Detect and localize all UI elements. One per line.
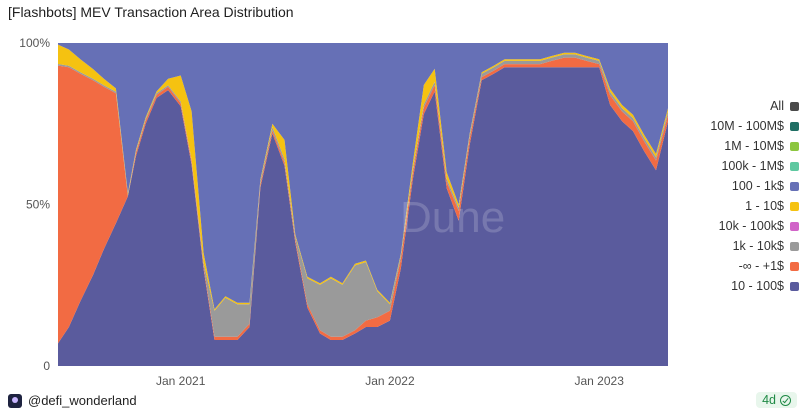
x-tick-label: Jan 2022 [365, 374, 415, 388]
chart-legend: All 10M - 100M$ 1M - 10M$ 100k - 1M$ 100 - 1… [659, 96, 799, 296]
legend-label: 10k - 100k$ [718, 219, 784, 233]
legend-label: 10 - 100$ [731, 279, 784, 293]
author-link[interactable]: @defi_wonderland [8, 393, 137, 408]
x-tick-label: Jan 2023 [575, 374, 625, 388]
legend-label: 100k - 1M$ [721, 159, 784, 173]
y-tick-label: 0 [43, 359, 50, 373]
legend-swatch [790, 201, 799, 211]
legend-label: -∞ - +1$ [738, 259, 784, 273]
legend-swatch [790, 261, 799, 271]
legend-item[interactable]: 1M - 10M$ [659, 136, 799, 156]
legend-label: All [770, 99, 784, 113]
age-label: 4d [762, 393, 776, 407]
legend-label: 1 - 10$ [745, 199, 784, 213]
legend-swatch [790, 281, 799, 291]
y-tick-label: 50% [26, 198, 50, 212]
legend-swatch [790, 241, 799, 251]
legend-item[interactable]: All [659, 96, 799, 116]
chart-title: [Flashbots] MEV Transaction Area Distrib… [8, 4, 294, 20]
legend-item[interactable]: 100 - 1k$ [659, 176, 799, 196]
avatar-icon [8, 393, 22, 408]
legend-item[interactable]: 10 - 100$ [659, 276, 799, 296]
legend-swatch [790, 181, 799, 191]
freshness-badge[interactable]: 4d [756, 392, 797, 408]
watermark-text: Dune [400, 193, 505, 242]
legend-item[interactable]: 1k - 10k$ [659, 236, 799, 256]
x-tick-label: Jan 2021 [156, 374, 206, 388]
legend-swatch [790, 141, 799, 151]
legend-swatch [790, 221, 799, 231]
legend-item[interactable]: 100k - 1M$ [659, 156, 799, 176]
legend-swatch [790, 121, 799, 131]
legend-label: 100 - 1k$ [731, 179, 784, 193]
area-series-0 [58, 67, 668, 367]
legend-item[interactable]: 10M - 100M$ [659, 116, 799, 136]
area-series-2 [58, 54, 668, 337]
legend-label: 1k - 10k$ [732, 239, 784, 253]
check-circle-icon [780, 394, 791, 406]
area-series-4 [58, 43, 668, 310]
legend-item[interactable]: 1 - 10$ [659, 196, 799, 216]
legend-item[interactable]: 10k - 100k$ [659, 216, 799, 236]
legend-label: 1M - 10M$ [724, 139, 784, 153]
legend-label: 10M - 100M$ [710, 119, 784, 133]
author-name: @defi_wonderland [28, 393, 137, 408]
legend-item[interactable]: -∞ - +1$ [659, 256, 799, 276]
legend-swatch [790, 101, 799, 111]
y-tick-label: 100% [19, 36, 50, 50]
legend-swatch [790, 161, 799, 171]
